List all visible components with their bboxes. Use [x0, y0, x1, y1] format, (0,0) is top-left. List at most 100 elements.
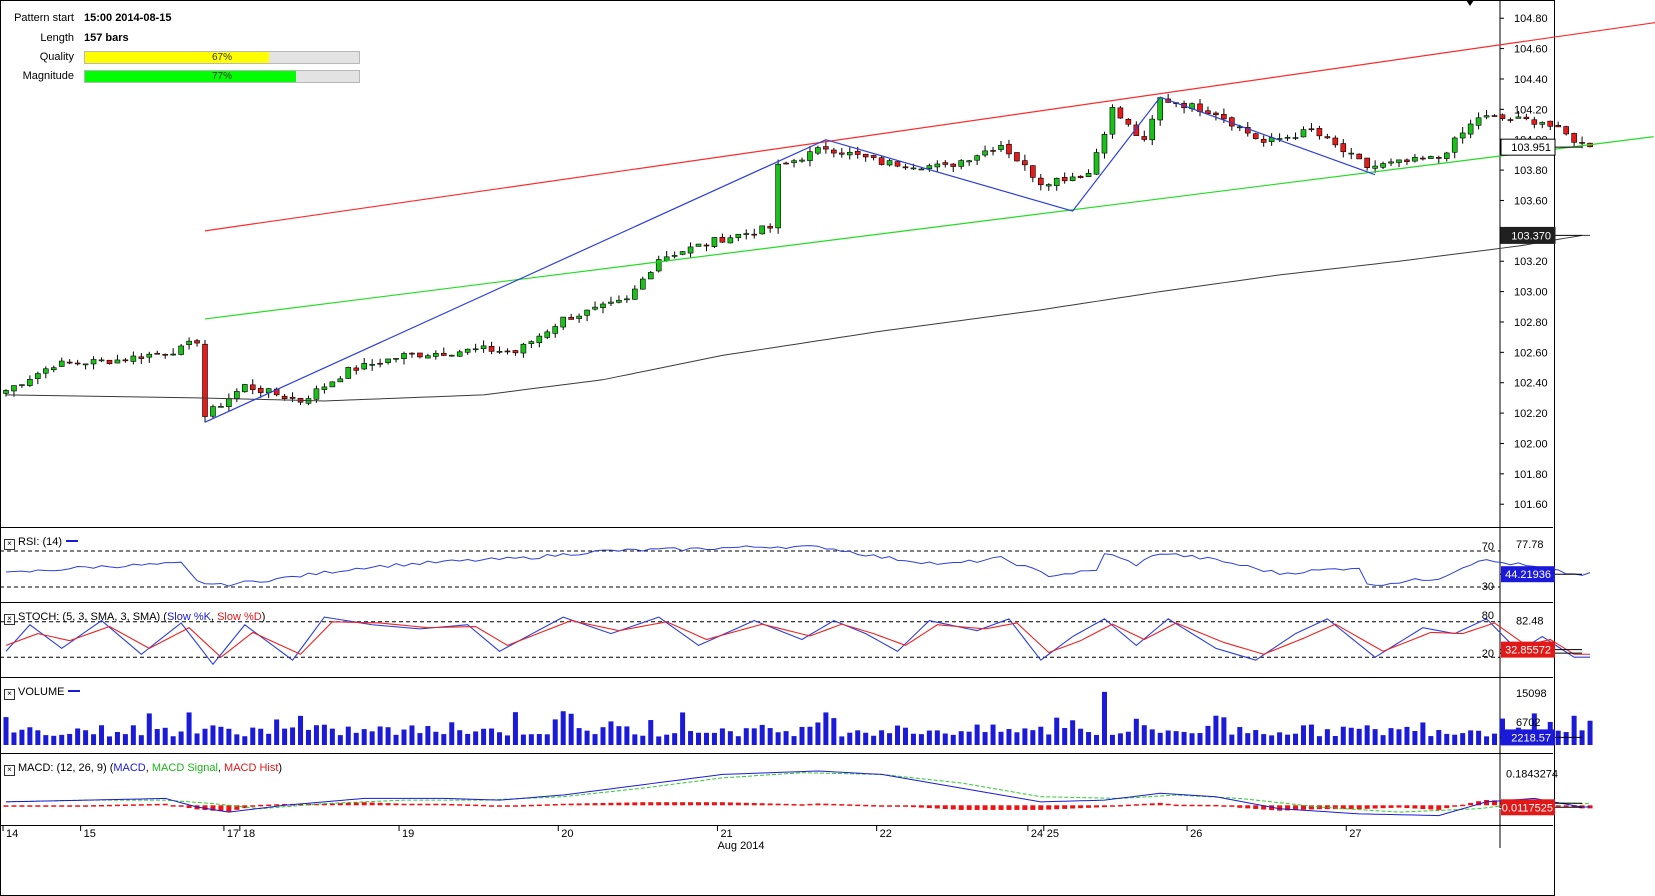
magnitude-label: Magnitude [22, 70, 74, 82]
stoch-level-80: 80 [1481, 610, 1494, 622]
candle-body [35, 373, 41, 379]
volume-bar [560, 711, 566, 745]
macd-hist-bar [425, 803, 431, 806]
volume-bar [19, 729, 25, 745]
macd-hist-bar [1300, 805, 1306, 810]
last-price-tag-box [1500, 138, 1556, 156]
volume-bar [43, 735, 49, 745]
volume-bar [807, 726, 813, 745]
macd-hist-bar [998, 805, 1004, 810]
macd-hist-bar [624, 802, 630, 806]
macd-hist-bar [274, 804, 280, 806]
rsi-collapse-icon[interactable]: × [4, 539, 15, 550]
volume-bar [815, 722, 821, 745]
macd-hist-bar [1030, 805, 1036, 810]
candle-body [496, 350, 503, 353]
stoch-collapse-icon[interactable]: × [4, 614, 15, 625]
candle-body [1077, 175, 1084, 178]
volume-bar [703, 732, 709, 745]
volume-bar [1277, 732, 1283, 745]
candle-body [727, 237, 734, 244]
candle-body [974, 155, 980, 161]
candle-body [385, 358, 391, 363]
volume-bar [727, 731, 733, 745]
volume-bar [1253, 730, 1259, 745]
macd-hist-bar [958, 805, 964, 810]
macd-hist-bar [1078, 805, 1084, 809]
candle-body [313, 388, 320, 400]
volume-bar [242, 736, 248, 745]
volume-bar [178, 731, 184, 745]
macd-hist-bar [608, 802, 614, 806]
macd-hist-bar [138, 804, 144, 806]
macd-panel-title: × MACD: (12, 26, 9) (MACD, MACD Signal, M… [4, 762, 282, 776]
stoch-title-suffix: ) [261, 611, 266, 623]
macd-hist-bar [743, 802, 749, 806]
macd-hist-bar [536, 804, 542, 807]
candle-body [982, 150, 988, 156]
macd-hist-bar [966, 805, 972, 810]
candle-body [74, 362, 81, 365]
macd-hist-bar [934, 805, 940, 809]
candle-body [751, 233, 758, 236]
candle-body [528, 341, 535, 344]
volume-bar [1006, 729, 1012, 745]
x-tick-label: 15 [84, 828, 96, 840]
candle-body [568, 316, 574, 320]
macd-hist-bar [1062, 805, 1068, 809]
candle-body [536, 335, 543, 344]
candle-body [242, 384, 248, 393]
macd-hist-bar [504, 805, 510, 807]
macd-hist-bar [1070, 805, 1076, 809]
macd-hist-bar [329, 803, 335, 806]
volume-bar [234, 734, 240, 745]
macd-hist-bar [711, 802, 717, 806]
candle-body [3, 390, 9, 394]
macd-hist-bar [1213, 804, 1219, 807]
macd-hist-bar [1293, 805, 1299, 811]
volume-bar [640, 735, 646, 745]
price-tick-label: 103.20 [1514, 256, 1548, 268]
candle-body [1412, 156, 1418, 162]
macd-collapse-icon[interactable]: × [4, 765, 15, 776]
volume-bar [1340, 726, 1346, 745]
candle-body [417, 352, 423, 358]
volume-bar [67, 733, 73, 745]
volume-bar [449, 722, 455, 745]
candle-body [50, 367, 57, 371]
candle-body [257, 388, 264, 393]
macd-hist-bar [83, 805, 89, 807]
candle-body [11, 385, 17, 392]
macd-hist-bar [1484, 799, 1490, 806]
candle-body [735, 233, 742, 239]
candle-body [401, 353, 407, 359]
volume-bar [1022, 728, 1028, 745]
macd-hist-bar [544, 804, 550, 806]
last-price-tag: 103.951 [1511, 142, 1551, 154]
candle-body [82, 363, 89, 366]
candle-body [1149, 118, 1156, 141]
candle-body [1141, 136, 1148, 140]
candle-body [791, 160, 797, 163]
macd-hist-bar [250, 805, 256, 807]
macd-signal-legend: MACD Signal [151, 762, 218, 774]
candle-body [1404, 159, 1410, 162]
candle-body [202, 343, 208, 417]
volume-collapse-icon[interactable]: × [4, 689, 15, 700]
volume-bar [170, 736, 176, 745]
length-value: 157 bars [84, 32, 129, 44]
macd-hist-bar [337, 803, 343, 806]
price-tick-label: 103.00 [1514, 287, 1548, 299]
candle-body [1571, 133, 1577, 143]
candle-body [902, 166, 909, 169]
macd-hist-bar [1245, 805, 1251, 809]
macd-hist-bar [1476, 801, 1482, 806]
macd-hist-bar [1157, 802, 1163, 806]
x-tick-label: 26 [1190, 828, 1202, 840]
candle-body [393, 357, 399, 360]
macd-hist-bar [1117, 805, 1123, 807]
macd-hist-bar [1571, 805, 1577, 808]
volume-bar [1125, 731, 1131, 745]
volume-bar [1531, 713, 1537, 745]
